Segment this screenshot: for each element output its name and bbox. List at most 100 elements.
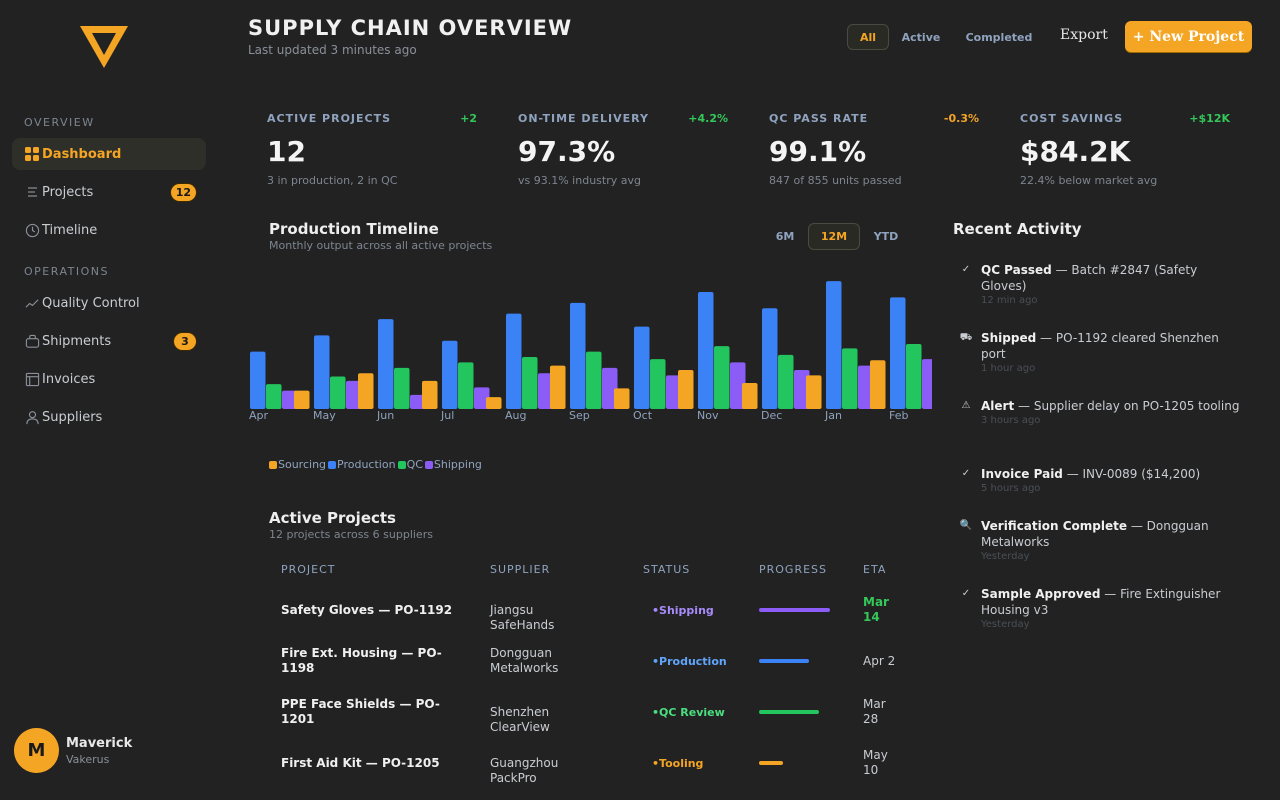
layout-icon [24,371,40,387]
progress-bar [759,710,819,714]
activity-item: ✓ Sample Approved — Fire Extinguisher Hou… [953,586,1243,630]
trend-icon [24,295,40,311]
activity-title: Shipped [981,331,1037,345]
bar-shipping-aug [538,373,554,409]
column-header: ETA [863,563,887,576]
project-name: Fire Ext. Housing — PO-1198 [281,646,442,675]
bar-shipping-may [346,380,362,409]
kpi-label: ON-TIME DELIVERY [518,112,650,125]
bar-shipping-nov [730,362,746,409]
projects-count-badge: 12 [170,184,196,201]
kpi-value: 12 [267,135,306,168]
bar-production-sep [570,302,586,409]
eta-date: Apr 2 [863,654,896,668]
bar-shipping-oct [666,375,682,409]
bar-production-jul [442,340,458,409]
eta-date: Mar 28 [863,697,886,726]
check-icon: ✓ [961,468,971,479]
bar-sourcing-may [294,390,310,409]
activity-item: ⛟ Shipped — PO-1192 cleared Shenzhen port… [953,330,1243,374]
activity-desc: — Fire Extinguisher Housing v3 [981,587,1221,617]
timeline-title: Production Timeline [269,220,439,238]
user-org: Vakerus [66,752,110,766]
sidebar-item-timeline[interactable]: Timeline [12,214,206,246]
bar-qc-apr [266,384,282,409]
table-row[interactable]: Safety Gloves — PO-1192 Jiangsu SafeHands… [269,585,909,636]
table-row[interactable]: PPE Face Shields — PO-1201 Shenzhen Clear… [269,687,909,738]
x-tick-label: Jan [824,409,842,422]
bar-sourcing-sep [550,365,566,409]
bar-shipping-feb [922,359,932,409]
alert-icon: ⚠ [961,400,971,411]
bar-qc-aug [522,357,538,409]
sidebar-item-label: Timeline [42,222,98,238]
grid-icon [24,146,40,162]
table-row[interactable]: Fire Ext. Housing — PO-1198 Dongguan Meta… [269,636,909,687]
x-tick-label: Sep [569,409,590,422]
activity-time: 12 min ago [981,295,1038,306]
bar-production-jan [826,281,842,409]
sidebar-item-dashboard[interactable]: Dashboard [12,138,206,170]
activity-desc: — PO-1192 cleared Shenzhen port [981,331,1219,361]
sidebar-item-label: Suppliers [42,409,103,425]
bar-qc-jan [842,348,858,409]
production-timeline-chart: Apr May Jun Jul Aug Sep Oct Nov Dec Jan Feb [249,281,932,422]
x-tick-label: Jun [376,409,394,422]
sidebar-item-projects[interactable]: Projects 12 [12,176,206,208]
export-button[interactable]: Export [1060,27,1108,43]
kpi-subtext: 22.4% below market avg [1020,174,1158,187]
bar-production-may [314,335,330,409]
new-project-button[interactable]: + New Project [1125,21,1252,52]
range-12m-button[interactable]: 12M [808,223,860,250]
activity-desc: — INV-0089 ($14,200) [1062,467,1201,481]
filter-completed-button[interactable]: Completed [965,30,1033,44]
legend-item: Sourcing [269,458,326,471]
status-badge: •Shipping [652,604,714,617]
kpi-card: COST SAVINGS +$12K $84.2K 22.4% below ma… [1020,112,1230,187]
activity-time: 1 hour ago [981,363,1036,374]
kpi-value: 97.3% [518,135,616,168]
bar-shipping-jun [410,394,426,409]
kpi-delta: +4.2% [688,112,728,125]
x-tick-label: Feb [889,409,908,422]
activity-item: ✓ QC Passed — Batch #2847 (Safety Gloves)… [953,262,1243,306]
kpi-delta: +2 [460,112,477,125]
sidebar-item-label: Invoices [42,371,96,387]
supplier-name: Dongguan Metalworks [490,646,559,675]
bar-production-aug [506,313,522,409]
range-6m-button[interactable]: 6M [775,230,795,243]
status-badge: •QC Review [652,706,725,719]
bar-shipping-sep [602,367,618,409]
activity-item: ✓ Invoice Paid — INV-0089 ($14,200) 5 hour… [953,466,1243,494]
sidebar-item-suppliers[interactable]: Suppliers [12,401,206,433]
bar-qc-feb [906,344,922,409]
supplier-name: Guangzhou PackPro [490,756,559,785]
status-badge: •Production [652,655,727,668]
range-ytd-button[interactable]: YTD [873,230,899,243]
nav-section-overview: OVERVIEW [24,116,95,129]
x-tick-label: Oct [633,409,653,422]
column-header: STATUS [643,563,691,576]
filter-active-button[interactable]: Active [901,30,941,44]
sidebar-item-shipments[interactable]: Shipments 3 [12,325,206,357]
bar-production-nov [698,292,714,409]
list-icon [24,184,40,200]
shipments-count-badge: 3 [174,333,196,350]
bar-qc-oct [650,359,666,409]
project-name: PPE Face Shields — PO-1201 [281,697,440,726]
sidebar-item-invoices[interactable]: Invoices [12,363,206,395]
kpi-subtext: 847 of 855 units passed [769,174,902,187]
x-tick-label: Apr [249,409,269,422]
bar-qc-jun [394,367,410,409]
avatar: M [14,728,59,773]
sidebar-item-label: Dashboard [42,146,122,162]
activity-title: Alert [981,399,1015,413]
bar-sourcing-jun [358,373,374,409]
filter-all-button[interactable]: All [847,24,889,50]
user-name: Maverick [66,735,133,751]
sidebar-item-quality-control[interactable]: Quality Control [12,287,206,319]
user-profile[interactable]: M Maverick Vakerus [14,728,132,773]
table-row[interactable]: First Aid Kit — PO-1205 Guangzhou PackPro… [269,738,909,789]
bar-production-apr [250,351,266,409]
supplier-name: Jiangsu SafeHands [490,603,555,632]
